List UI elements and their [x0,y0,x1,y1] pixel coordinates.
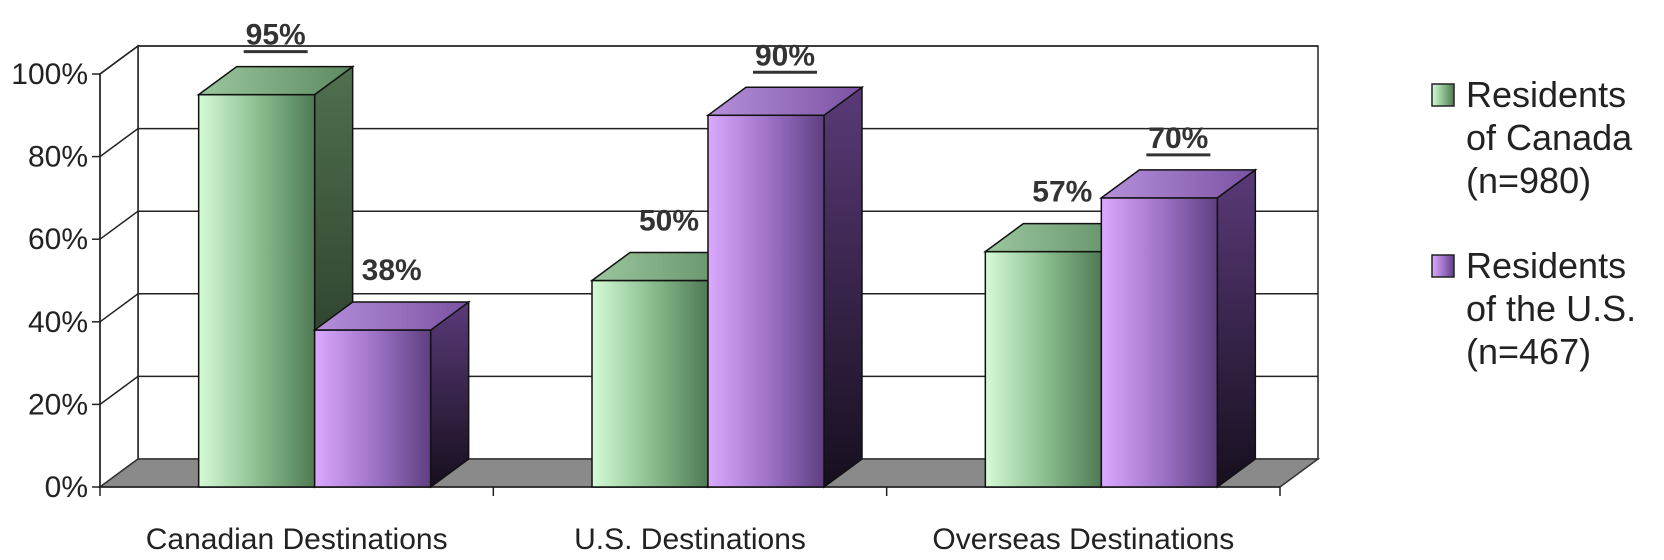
bar-front [984,250,1103,488]
bar-top [705,86,865,117]
y-tick-label: 60% [28,223,88,256]
legend-label: Residents [1466,245,1626,286]
gridline [99,375,1318,406]
gridline [99,293,1318,323]
data-label: 70% [1148,122,1208,155]
y-tick-label: 80% [28,141,88,174]
y-tick-label: 100% [11,58,88,91]
bar [312,300,471,489]
bar-top [1099,169,1258,199]
gridline [99,127,1318,158]
gridline [99,45,1318,75]
data-label: 95% [246,19,306,52]
legend-swatch [1431,83,1455,107]
bar-front [707,114,825,488]
data-label: 90% [755,39,815,72]
legend-label: (n=980) [1466,160,1591,201]
bar-front [1100,197,1219,488]
bar-front [591,279,709,488]
bar-side [823,85,863,489]
bar-top [196,65,355,96]
bar [196,65,355,489]
bar [1099,168,1258,489]
legend-label: Residents [1466,74,1626,115]
legend-label: of Canada [1466,117,1633,158]
bar-side [429,300,470,489]
bar-front [197,93,316,488]
y-tick-label: 0% [45,471,88,504]
bar-top [312,301,471,331]
legend-label: of the U.S. [1466,288,1636,329]
bar-side [1216,168,1257,489]
category-label: Canadian Destinations [146,523,448,556]
bar-front [313,329,432,488]
y-tick-label: 40% [28,306,88,339]
category-label: Overseas Destinations [932,523,1234,556]
data-label: 57% [1032,176,1092,209]
legend-swatch [1431,254,1455,278]
data-label: 50% [639,205,699,238]
gridline [99,210,1318,240]
category-label: U.S. Destinations [574,523,806,556]
side-wall [99,44,139,489]
bar [705,85,865,489]
legend-label: (n=467) [1466,331,1591,372]
y-tick-label: 20% [28,388,88,421]
data-label: 38% [362,254,422,287]
